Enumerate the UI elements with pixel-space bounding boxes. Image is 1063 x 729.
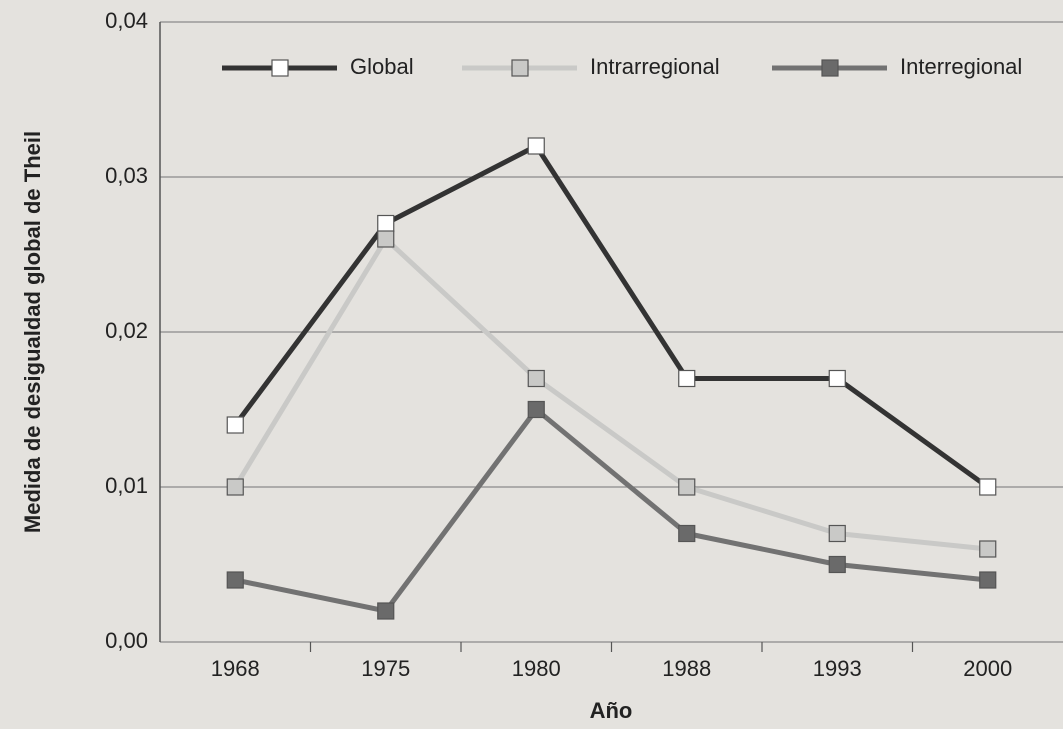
legend-marker xyxy=(511,59,529,77)
x-tick-label: 1968 xyxy=(211,656,260,681)
y-tick-label: 0,02 xyxy=(105,318,148,343)
marker xyxy=(678,478,696,496)
y-tick-label: 0,00 xyxy=(105,628,148,653)
series-line xyxy=(233,143,990,490)
marker xyxy=(828,369,846,388)
x-tick-label: 1980 xyxy=(512,656,561,681)
x-tick-label: 1993 xyxy=(813,656,862,681)
y-tick-label: 0,03 xyxy=(105,163,148,188)
marker xyxy=(527,400,545,419)
marker xyxy=(377,214,395,233)
series-line xyxy=(233,236,989,552)
marker xyxy=(226,416,244,434)
y-tick-label: 0,01 xyxy=(105,473,148,498)
legend-label: Interregional xyxy=(900,54,1022,79)
marker xyxy=(678,524,696,543)
marker xyxy=(527,137,545,155)
marker xyxy=(979,571,997,589)
marker xyxy=(979,478,997,496)
marker xyxy=(828,524,846,543)
legend-marker xyxy=(271,59,289,77)
series-line xyxy=(234,407,989,614)
x-axis-title: Año xyxy=(590,698,633,723)
marker xyxy=(678,369,696,388)
marker xyxy=(226,478,244,496)
y-tick-label: 0,04 xyxy=(105,8,148,33)
marker xyxy=(226,571,244,589)
marker xyxy=(979,540,997,558)
legend-label: Intrarregional xyxy=(590,54,720,79)
marker xyxy=(377,230,395,248)
x-tick-label: 2000 xyxy=(963,656,1012,681)
marker xyxy=(828,555,846,574)
x-tick-label: 1975 xyxy=(361,656,410,681)
marker xyxy=(377,602,395,620)
y-axis-title: Medida de desigualdad global de Theil xyxy=(20,131,45,533)
marker xyxy=(527,369,545,388)
x-tick-label: 1988 xyxy=(662,656,711,681)
legend-marker xyxy=(821,59,839,77)
legend-label: Global xyxy=(350,54,414,79)
